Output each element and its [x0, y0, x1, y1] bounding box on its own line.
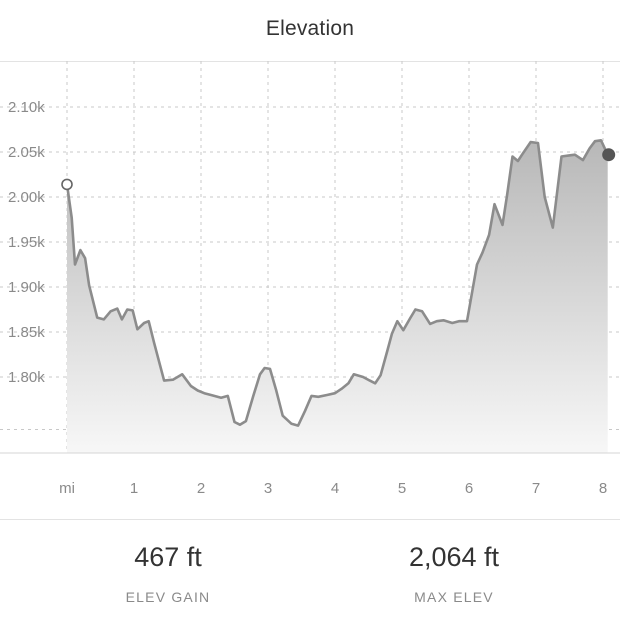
x-tick-label: 8: [599, 480, 607, 497]
stats-footer: 467 ft ELEV GAIN 2,064 ft MAX ELEV: [0, 519, 620, 618]
y-tick-label: 1.85k: [8, 324, 45, 341]
x-tick-label: 6: [465, 480, 473, 497]
y-tick-label: 1.80k: [8, 369, 45, 386]
max-elev-label: MAX ELEV: [414, 589, 494, 605]
y-tick-label: 2.10k: [8, 99, 45, 116]
max-elev-stat: 2,064 ft MAX ELEV: [334, 542, 574, 605]
x-tick-label: 3: [264, 480, 272, 497]
elevation-chart-area: 1.80k 1.85k 1.90k 1.95k 2.00k 2.05k 2.10k mi 1 2 3…: [0, 61, 620, 519]
x-tick-label: 1: [130, 480, 138, 497]
elev-gain-stat: 467 ft ELEV GAIN: [48, 542, 288, 605]
elev-gain-label: ELEV GAIN: [125, 589, 211, 605]
x-unit-label: mi: [59, 480, 75, 497]
x-tick-label: 2: [197, 480, 205, 497]
y-tick-label: 1.95k: [8, 234, 45, 251]
elevation-series-line: [65, 139, 609, 427]
x-tick-label: 7: [532, 480, 540, 497]
elevation-chart: 1.80k 1.85k 1.90k 1.95k 2.00k 2.05k 2.10k mi 1 2 3…: [0, 61, 620, 497]
max-elev-value: 2,064 ft: [408, 542, 500, 572]
elev-gain-value: 467 ft: [134, 542, 202, 572]
y-tick-label: 1.90k: [8, 279, 45, 296]
end-point-marker: [602, 148, 616, 162]
y-tick-label: 2.00k: [8, 189, 45, 206]
y-tick-label: 2.05k: [8, 144, 45, 161]
start-point-marker: [61, 178, 73, 191]
x-tick-label: 5: [398, 480, 406, 497]
elevation-area-fill: [67, 140, 608, 454]
chart-header: Elevation: [0, 0, 620, 62]
x-tick-label: 4: [331, 480, 339, 497]
page-title: Elevation: [265, 17, 355, 40]
